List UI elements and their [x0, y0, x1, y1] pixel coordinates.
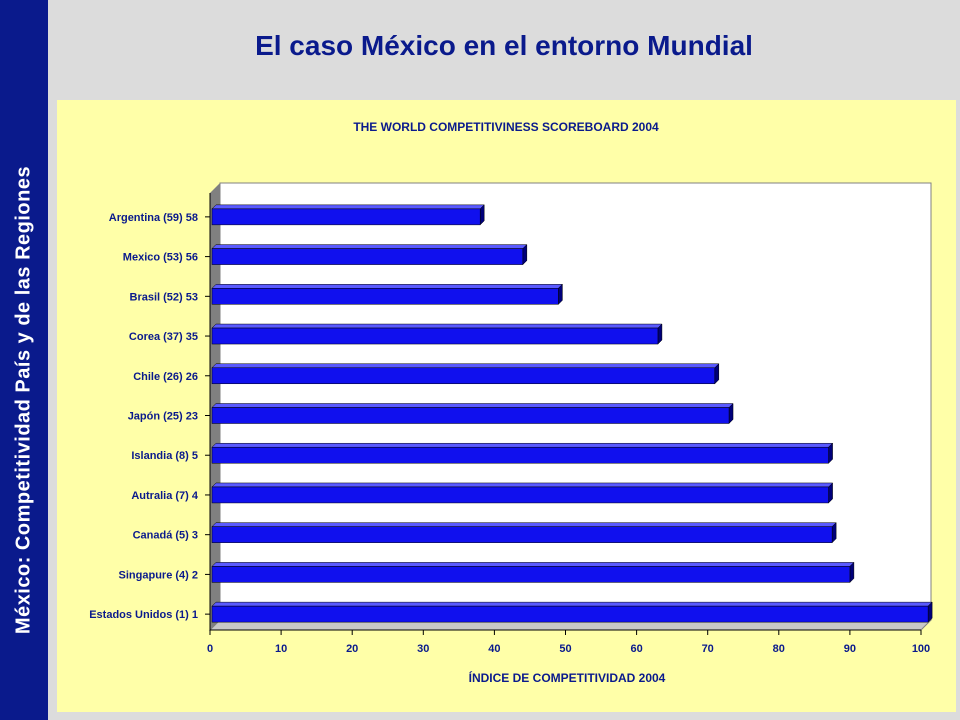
sidebar-title: México: Competitividad País y de las Reg… [12, 165, 35, 635]
x-tick-label-1: 10 [275, 643, 287, 655]
bar-1 [211, 248, 524, 265]
y-tick-label-4: Chile (26) 26 [133, 371, 198, 383]
x-tick-label-2: 20 [346, 643, 358, 655]
bar-7 [211, 486, 829, 504]
y-tick-label-2: Brasil (52) 53 [130, 291, 198, 303]
bar-top-7 [211, 482, 834, 488]
y-tick-label-8: Canadá (5) 3 [133, 530, 198, 542]
bar-top-4 [211, 363, 720, 369]
y-tick-label-1: Mexico (53) 56 [123, 252, 198, 264]
bar-8 [211, 526, 833, 543]
x-tick-label-5: 50 [559, 643, 571, 655]
bar-top-6 [211, 442, 834, 448]
bar-chart: Argentina (59) 58 Mexico (53) 56 Brasil (5… [89, 120, 933, 685]
y-tick-label-7: Autralia (7) 4 [131, 490, 199, 502]
y-tick-label-10: Estados Unidos (1) 1 [89, 609, 198, 621]
bar-top-1 [211, 244, 528, 249]
chart-title: THE WORLD COMPETITIVINESS SCOREBOARD 200… [353, 120, 659, 134]
bar-0 [211, 208, 481, 226]
chart-panel: Argentina (59) 58 Mexico (53) 56 Brasil (5… [57, 100, 956, 712]
bar-top-5 [211, 403, 734, 408]
bar-2 [211, 288, 559, 305]
x-tick-label-7: 70 [702, 643, 714, 655]
y-tick-label-6: Islandia (8) 5 [131, 450, 198, 462]
bar-top-2 [211, 284, 563, 289]
bar-10 [211, 605, 929, 623]
x-tick-label-6: 60 [630, 643, 642, 655]
y-tick-label-5: Japón (25) 23 [128, 411, 198, 423]
bar-3 [211, 327, 659, 345]
bar-5 [211, 407, 730, 424]
bar-4 [211, 367, 716, 385]
bar-6 [211, 446, 829, 464]
slide-title: El caso México en el entorno Mundial [255, 30, 753, 61]
y-tick-label-9: Singapure (4) 2 [119, 569, 198, 581]
sidebar: México: Competitividad País y de las Reg… [0, 0, 48, 720]
y-tick-label-3: Corea (37) 35 [129, 331, 198, 343]
x-tick-label-8: 80 [773, 643, 785, 655]
bar-top-10 [211, 601, 933, 607]
x-tick-label-4: 40 [488, 643, 500, 655]
x-tick-label-10: 100 [912, 643, 930, 655]
bar-top-0 [211, 204, 485, 210]
x-tick-label-9: 90 [844, 643, 856, 655]
bar-top-9 [211, 562, 855, 567]
bar-9 [211, 566, 851, 583]
y-tick-label-0: Argentina (59) 58 [109, 212, 198, 224]
bar-top-3 [211, 323, 663, 329]
bar-top-8 [211, 522, 837, 527]
x-tick-label-0: 0 [207, 643, 213, 655]
x-tick-label-3: 30 [417, 643, 429, 655]
x-axis-label: ÍNDICE DE COMPETITIVIDAD 2004 [469, 670, 666, 685]
